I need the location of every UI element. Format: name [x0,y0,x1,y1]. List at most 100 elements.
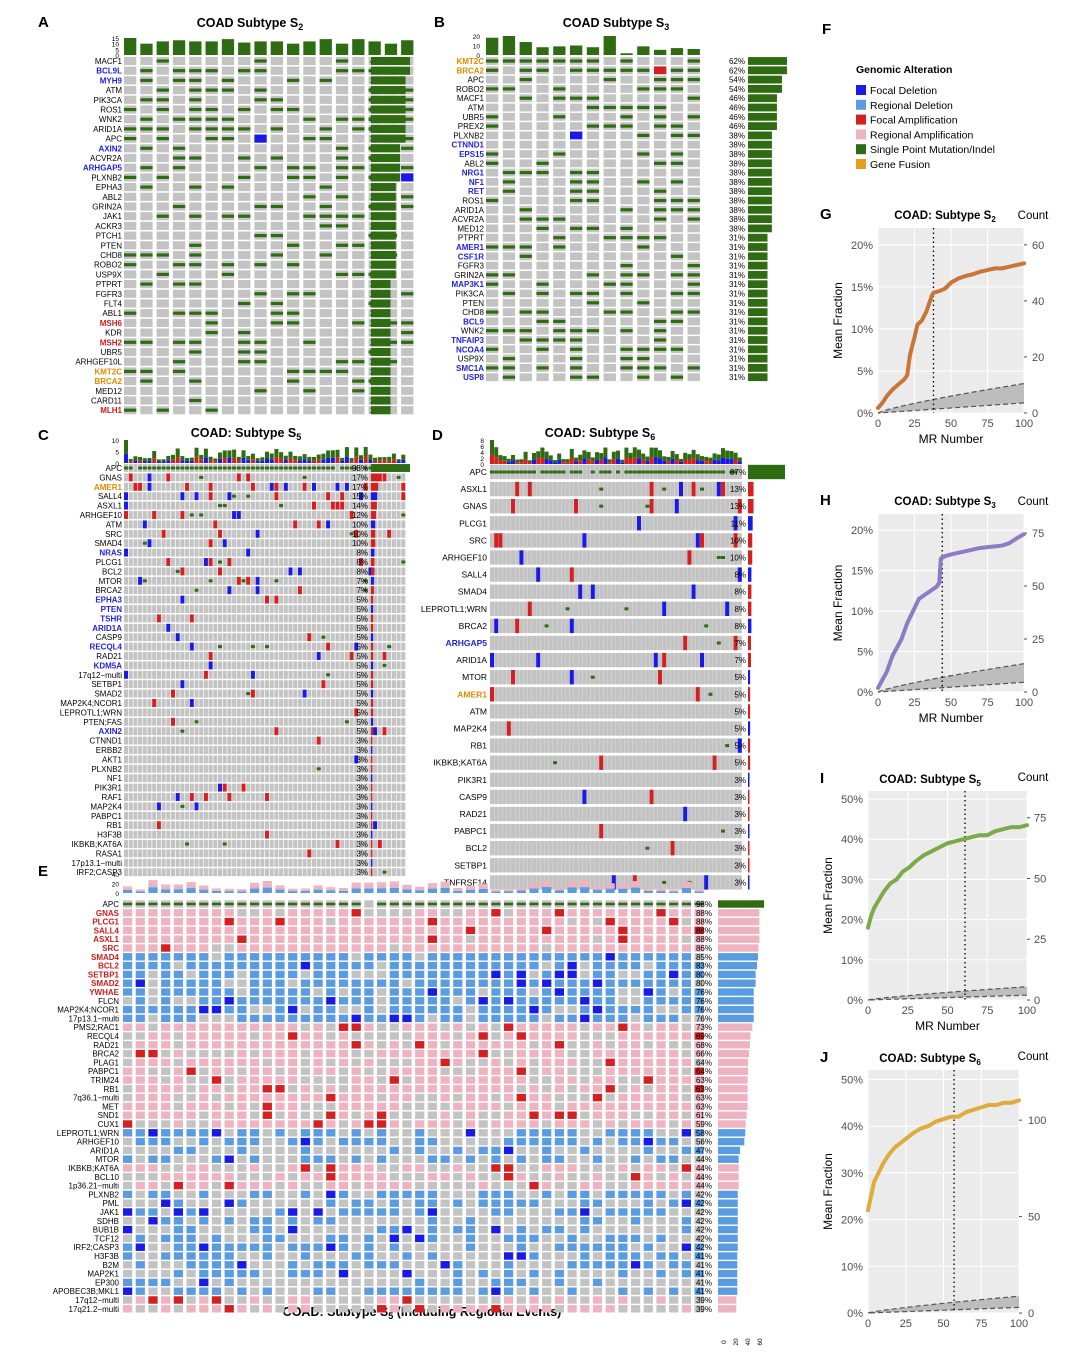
top-bar [519,462,524,464]
pct-label: 31% [729,234,745,243]
cell [208,783,213,792]
cell [321,520,326,529]
cell [238,309,251,318]
pct-label: 3% [356,859,368,868]
cell [536,75,549,84]
freq-bar [371,764,373,773]
cell [269,529,274,538]
cell [297,783,302,792]
cell [218,849,222,858]
top-bar [352,39,365,55]
cell [128,652,133,660]
cell [140,221,153,230]
pct-label: 31% [729,364,745,373]
cell [254,299,267,308]
cell [246,539,251,548]
cell [152,567,157,576]
cell [172,406,186,415]
cell [199,623,204,632]
cell [382,614,387,623]
freq-bar [371,840,373,848]
cell-event [194,802,199,811]
cell [208,548,213,557]
cell [213,708,218,717]
cell [250,764,255,773]
cell-mutation [620,291,633,296]
top-bar [557,459,562,464]
cell [199,680,204,689]
cell [218,595,222,604]
cell [391,774,396,783]
cell [363,529,368,538]
cell [166,868,171,877]
cell [124,231,137,240]
cell [279,558,284,566]
freq-bar [371,652,374,660]
cell [185,520,190,529]
cell [316,605,321,613]
cell [391,501,396,510]
cell-event [293,520,298,529]
cell-mutation [620,59,633,63]
cell [344,623,349,632]
cell [270,221,283,230]
cell [156,529,161,538]
cell [156,377,169,386]
cell [603,252,616,261]
cell [140,231,153,240]
gene-label: CHD8 [100,251,122,260]
cell [222,821,227,830]
cell [316,473,321,482]
cell-mutation [687,59,700,63]
pct-label: 5% [356,614,368,623]
cell [401,567,406,576]
gene-label: KMT2C [456,57,484,66]
cell [387,520,392,529]
pct-label: 3% [356,868,368,877]
cell-mutation [486,273,499,277]
cell [175,558,180,566]
cell [238,192,251,201]
cell [241,558,246,566]
cell [147,623,152,632]
cell [255,661,260,670]
freq-bar [371,774,373,783]
cell [373,670,378,679]
cell [279,830,284,839]
cell [236,501,241,510]
cell-mutation [553,217,566,221]
cell [396,633,401,642]
cell-event [189,642,194,651]
cell-mutation [189,78,202,82]
cell [180,501,185,510]
top-bar [511,454,515,461]
cell [147,755,152,764]
cell [344,689,349,698]
cell [335,793,340,801]
cell [270,173,283,182]
cell [156,501,161,510]
cell-event [152,511,157,519]
cell [171,642,175,651]
cell [687,243,700,251]
cell-mutation [335,117,349,121]
cell [180,717,185,726]
cell [330,783,335,792]
cell [189,548,194,557]
cell [260,736,265,745]
cell [175,783,180,792]
cell-event [321,680,326,689]
cell [152,520,157,529]
cell-mutation [637,245,650,249]
cell [218,539,222,548]
cell [377,576,382,585]
cell [536,354,549,363]
cell [124,811,128,820]
cell [570,103,583,112]
cell [260,858,265,867]
cell-mutation [654,124,667,128]
cell [250,661,255,670]
cell [340,811,345,820]
cell [349,699,354,707]
